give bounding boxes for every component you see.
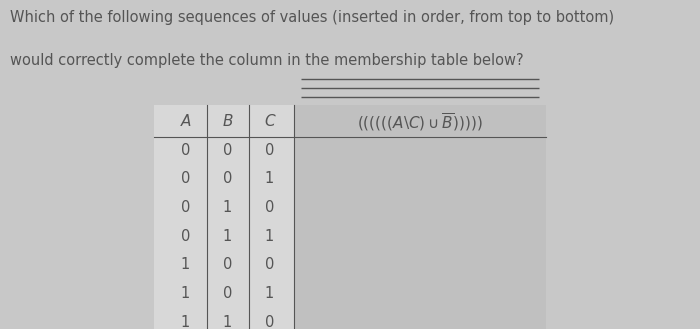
Text: 0: 0 <box>223 257 232 272</box>
Text: 1: 1 <box>181 315 190 329</box>
Text: 0: 0 <box>181 171 190 187</box>
Text: 0: 0 <box>181 200 190 215</box>
Text: 1: 1 <box>265 229 274 244</box>
FancyBboxPatch shape <box>294 105 546 329</box>
Text: 0: 0 <box>181 229 190 244</box>
Text: 0: 0 <box>265 257 274 272</box>
Text: 0: 0 <box>265 200 274 215</box>
Text: 1: 1 <box>223 315 232 329</box>
Text: C: C <box>264 114 275 129</box>
Text: 0: 0 <box>223 286 232 301</box>
Text: 1: 1 <box>181 286 190 301</box>
Text: A: A <box>181 114 190 129</box>
Text: 0: 0 <box>223 143 232 158</box>
Text: 1: 1 <box>265 286 274 301</box>
Text: 0: 0 <box>181 143 190 158</box>
FancyBboxPatch shape <box>154 105 546 329</box>
Text: 0: 0 <box>265 143 274 158</box>
Text: 1: 1 <box>181 257 190 272</box>
Text: $((((((A \backslash C) \cup \overline{B})))))$: $((((((A \backslash C) \cup \overline{B}… <box>357 111 483 133</box>
Text: Which of the following sequences of values (inserted in order, from top to botto: Which of the following sequences of valu… <box>10 10 615 25</box>
Text: B: B <box>223 114 232 129</box>
Text: 0: 0 <box>265 315 274 329</box>
Text: 1: 1 <box>223 229 232 244</box>
Text: 0: 0 <box>223 171 232 187</box>
Text: 1: 1 <box>223 200 232 215</box>
Text: would correctly complete the column in the membership table below?: would correctly complete the column in t… <box>10 53 524 68</box>
Text: 1: 1 <box>265 171 274 187</box>
